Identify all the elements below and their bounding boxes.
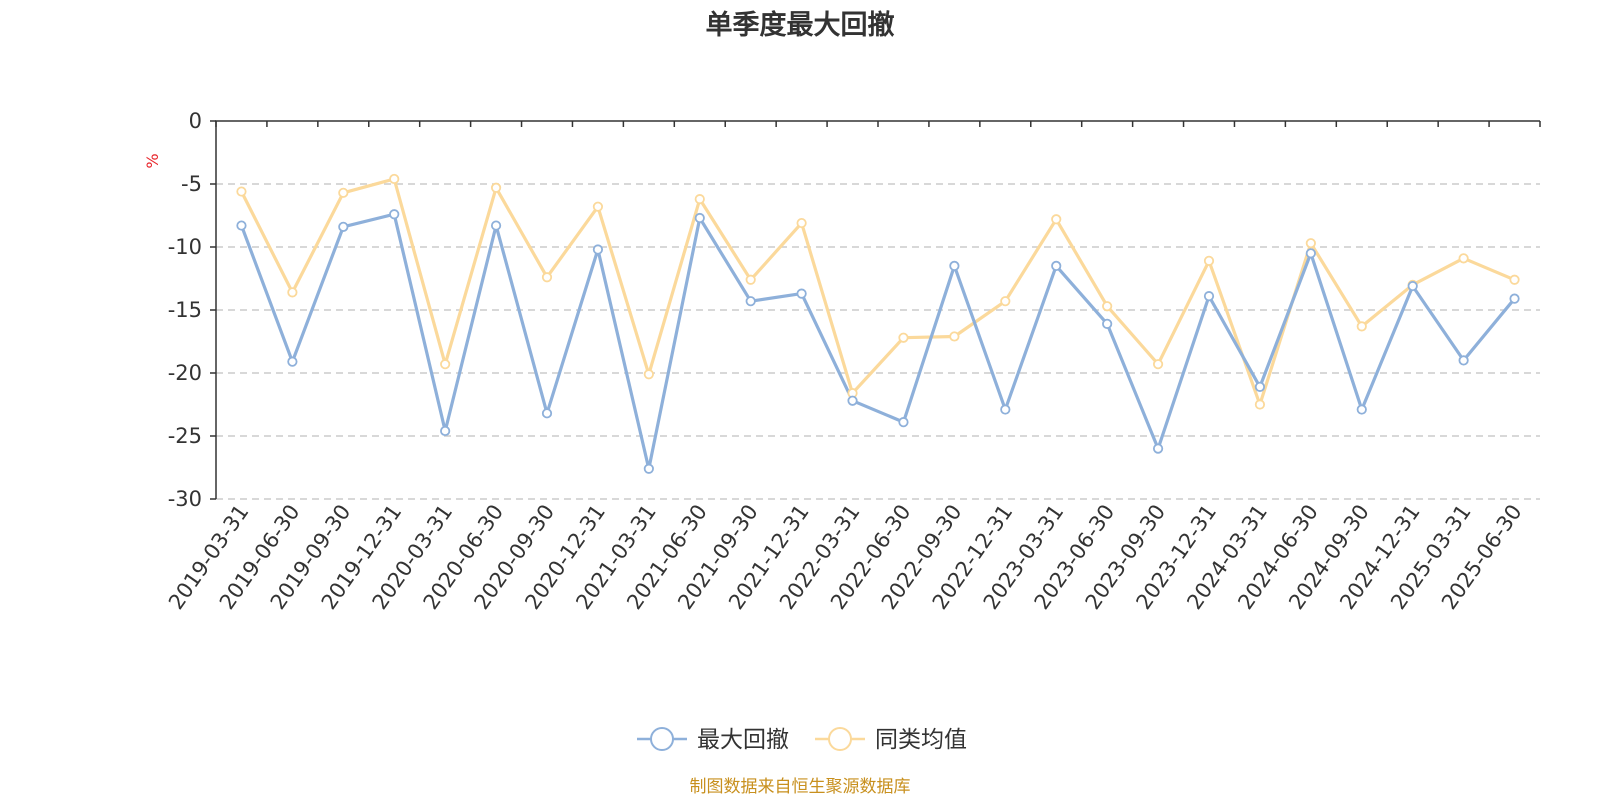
series-line-0 [239, 212, 1517, 471]
data-point[interactable] [490, 220, 502, 231]
data-point[interactable] [1509, 293, 1520, 304]
x-tick-labels: 2019-03-312019-06-302019-09-302019-12-31… [164, 500, 1527, 614]
data-point[interactable] [1509, 274, 1520, 285]
data-point[interactable] [1051, 260, 1062, 271]
legend-item-1[interactable]: 同类均值 [815, 727, 967, 753]
data-point[interactable] [389, 173, 400, 185]
data-point[interactable] [1356, 404, 1367, 415]
data-point[interactable] [541, 408, 553, 419]
data-point[interactable] [796, 217, 807, 229]
data-point[interactable] [338, 187, 349, 198]
data-point[interactable] [541, 272, 553, 283]
data-point[interactable] [338, 221, 349, 232]
grid-lines [216, 183, 1540, 500]
data-point[interactable] [643, 369, 654, 380]
data-point[interactable] [592, 201, 604, 212]
axes [210, 120, 1541, 500]
data-point[interactable] [236, 220, 247, 231]
data-point[interactable] [1102, 301, 1113, 312]
data-point[interactable] [745, 296, 756, 307]
data-point[interactable] [592, 244, 604, 255]
chart-title: 单季度最大回撤 [706, 9, 895, 41]
data-point[interactable] [796, 288, 807, 299]
data-point[interactable] [1254, 381, 1266, 392]
data-point[interactable] [1407, 280, 1418, 292]
data-point[interactable] [898, 332, 909, 343]
legend-marker-icon [828, 727, 852, 751]
data-point[interactable] [847, 395, 858, 406]
legend[interactable]: 最大回撤 同类均值 [637, 727, 967, 753]
data-point[interactable] [1102, 318, 1113, 329]
data-point[interactable] [1152, 443, 1164, 454]
data-point[interactable] [440, 425, 451, 437]
y-tick-label: -15 [168, 298, 202, 322]
data-point[interactable] [287, 356, 298, 367]
data-point[interactable] [1000, 296, 1011, 307]
y-tick-label: -20 [168, 361, 202, 385]
data-point[interactable] [1000, 404, 1011, 415]
data-point[interactable] [694, 212, 705, 224]
y-tick-label: -5 [181, 172, 202, 196]
data-point[interactable] [236, 186, 247, 197]
data-point[interactable] [287, 287, 298, 298]
data-point[interactable] [1458, 253, 1469, 264]
data-point[interactable] [1203, 255, 1215, 266]
data-point[interactable] [440, 359, 451, 370]
data-point[interactable] [490, 182, 502, 193]
series-line-1 [239, 177, 1517, 407]
data-point[interactable] [643, 463, 654, 474]
y-tick-labels: 0 -5 -10 -15 -20 -25 -30 [168, 109, 202, 511]
legend-item-0[interactable]: 最大回撤 [637, 727, 789, 753]
y-axis-unit-label: % [143, 153, 162, 168]
y-tick-label: -10 [168, 235, 202, 259]
legend-label: 最大回撤 [697, 727, 789, 753]
y-tick-label: -30 [168, 487, 202, 511]
data-point[interactable] [745, 274, 756, 285]
data-point[interactable] [898, 417, 909, 428]
data-point[interactable] [949, 331, 960, 342]
data-point[interactable] [1152, 359, 1164, 370]
data-point[interactable] [1305, 238, 1316, 249]
y-tick-label: 0 [189, 109, 202, 133]
y-tick-label: -25 [168, 424, 202, 448]
data-point[interactable] [1305, 248, 1316, 259]
legend-marker-icon [650, 727, 674, 751]
data-point[interactable] [1051, 214, 1062, 225]
data-point[interactable] [1356, 321, 1367, 332]
data-point[interactable] [949, 260, 960, 271]
source-note: 制图数据来自恒生聚源数据库 [690, 777, 911, 797]
series-layer [236, 173, 1520, 474]
data-point[interactable] [1203, 291, 1215, 302]
data-point[interactable] [389, 209, 400, 220]
data-point[interactable] [694, 194, 705, 205]
data-point[interactable] [1458, 355, 1469, 366]
legend-label: 同类均值 [875, 727, 967, 753]
data-point[interactable] [1254, 399, 1266, 410]
